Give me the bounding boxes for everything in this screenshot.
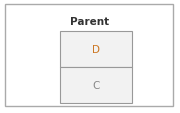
Text: Parent: Parent xyxy=(70,17,110,27)
Bar xyxy=(60,67,132,103)
Text: C: C xyxy=(92,80,100,90)
Bar xyxy=(60,32,132,67)
Text: D: D xyxy=(92,45,100,54)
Bar xyxy=(5,5,173,106)
